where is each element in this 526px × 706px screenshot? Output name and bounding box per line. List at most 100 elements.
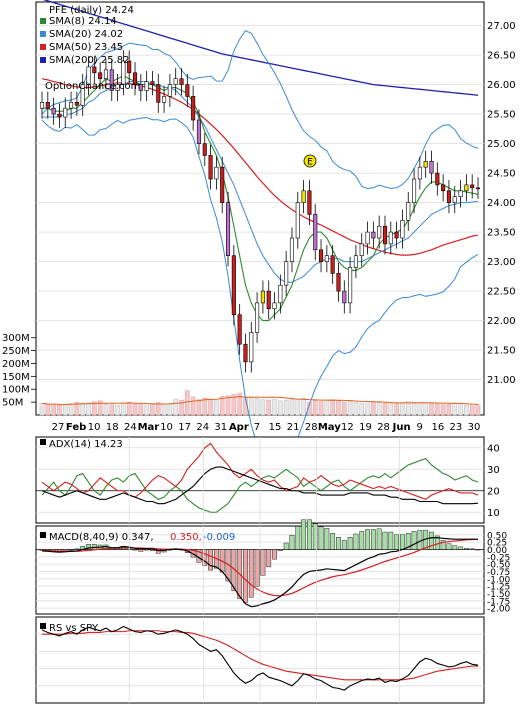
candle-body <box>342 290 347 304</box>
macd-histogram-bar <box>347 537 353 550</box>
macd-histogram-bar <box>376 528 382 550</box>
candle-body <box>156 84 161 103</box>
volume-bar <box>68 403 74 416</box>
adx-panel: 10 20 30 40 ADX(14) 14.23 <box>35 436 500 524</box>
date-tick-label: 17 <box>178 422 191 433</box>
candle-body <box>115 84 120 91</box>
candle-body <box>92 66 97 74</box>
sma8-line <box>42 75 479 322</box>
volume-bar <box>196 399 202 416</box>
candle-body <box>167 84 172 97</box>
adx-tick-label: 10 <box>487 508 500 519</box>
macd-histogram-bar <box>62 549 68 551</box>
sma20-line <box>42 81 479 283</box>
price-tick-label: 23.50 <box>487 228 516 239</box>
price-tick-label: 23.00 <box>487 257 516 268</box>
candle-body <box>138 84 143 91</box>
price-tick-label: 21.50 <box>487 346 516 357</box>
volume-bar <box>86 402 91 416</box>
macd-histogram-bar <box>138 549 144 552</box>
candle-body <box>173 78 178 85</box>
volume-bar <box>289 399 295 416</box>
date-tick-label: 10 <box>88 422 101 433</box>
candle-body <box>214 166 219 180</box>
macd-tick-label: 0.25 <box>487 539 507 549</box>
volume-bar <box>394 403 399 416</box>
candle-body <box>452 196 457 203</box>
volume-tick-label: 150M <box>2 372 30 383</box>
volume-bar <box>57 404 62 416</box>
candle-body <box>127 60 132 74</box>
adx-tick-label: 20 <box>487 486 500 497</box>
candle-body <box>45 102 50 109</box>
candle-body <box>243 343 248 363</box>
volume-axis-ticks: 50M 100M 150M 200M 250M 300M <box>2 333 36 409</box>
macd-histogram-bar <box>86 544 91 550</box>
volume-bar <box>237 392 242 416</box>
volume-bar <box>115 404 120 416</box>
candle-body <box>249 332 254 363</box>
macd-histogram-bar <box>272 549 277 560</box>
sma50-line <box>41 78 479 256</box>
volume-bar <box>336 400 341 416</box>
volume-bar <box>225 395 231 416</box>
volume-bar <box>359 403 365 416</box>
volume-bar <box>318 401 324 416</box>
volume-bar <box>179 399 184 416</box>
candle-body <box>359 243 364 256</box>
legend-swatch <box>40 31 46 37</box>
macd-histogram-bar <box>353 533 359 550</box>
date-tick-label: 16 <box>431 422 444 433</box>
candle-body <box>406 202 411 221</box>
volume-bar <box>260 399 266 416</box>
volume-bar <box>371 401 376 416</box>
candle-body <box>429 161 434 174</box>
candle-body <box>51 107 56 115</box>
adx-tick-label: 40 <box>487 443 500 454</box>
volume-bar <box>80 402 85 416</box>
candle-body <box>272 302 277 310</box>
volume-bar <box>295 398 301 416</box>
candle-body <box>394 231 399 239</box>
candle-body <box>382 225 388 245</box>
date-axis: 27 Feb 10 18 24 Mar 10 17 24 31 Apr 7 15 21 28 May 12 19 2… <box>52 422 481 433</box>
volume-bar <box>365 403 370 416</box>
candle-body <box>69 102 74 109</box>
candle-body <box>412 178 417 203</box>
candle-body <box>39 102 45 109</box>
candle-body <box>220 166 225 203</box>
candle-body <box>63 107 68 118</box>
date-tick-label: Apr <box>229 422 249 433</box>
volume-bar <box>272 398 277 416</box>
candle-body <box>400 220 405 239</box>
volume-bar <box>214 400 219 416</box>
macd-histogram-bar <box>394 534 399 550</box>
macd-tick-label: -1.00 <box>487 575 511 585</box>
macd-histogram-bar <box>254 549 260 587</box>
macd-histogram-bar <box>248 549 254 598</box>
volume-bar <box>446 403 452 416</box>
volume-bar <box>121 403 126 416</box>
adx-tick-label: 30 <box>487 465 500 476</box>
candle-body <box>423 161 428 168</box>
candle-body <box>103 69 108 79</box>
volume-bar <box>376 402 382 416</box>
candle-body <box>278 284 283 304</box>
volume-tick-label: 200M <box>2 359 30 370</box>
macd-histogram-bar <box>277 549 283 551</box>
rs-line <box>41 625 479 691</box>
macd-histogram-bar <box>312 523 318 550</box>
date-tick-label: 10 <box>160 422 173 433</box>
rs-panel: RS vs SPY <box>35 437 485 704</box>
candle-body <box>80 84 85 106</box>
macd-histogram-bar <box>243 549 248 603</box>
legend-entry: SMA(20) 24.02 <box>49 29 123 40</box>
volume-bar <box>45 404 51 416</box>
macd-histogram-bar <box>440 540 446 550</box>
date-tick-label: 18 <box>106 422 119 433</box>
macd-histogram-bar <box>452 545 458 550</box>
price-tick-label: 25.50 <box>487 110 516 121</box>
candle-body <box>365 231 370 245</box>
macd-histogram-bar <box>475 549 481 551</box>
volume-bar <box>173 398 178 416</box>
